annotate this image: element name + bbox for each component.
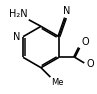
Text: N: N: [13, 32, 21, 42]
Text: Me: Me: [51, 78, 64, 87]
Text: H₂N: H₂N: [9, 9, 27, 19]
Text: N: N: [63, 6, 70, 16]
Text: O: O: [82, 37, 90, 47]
Text: O: O: [86, 59, 94, 69]
